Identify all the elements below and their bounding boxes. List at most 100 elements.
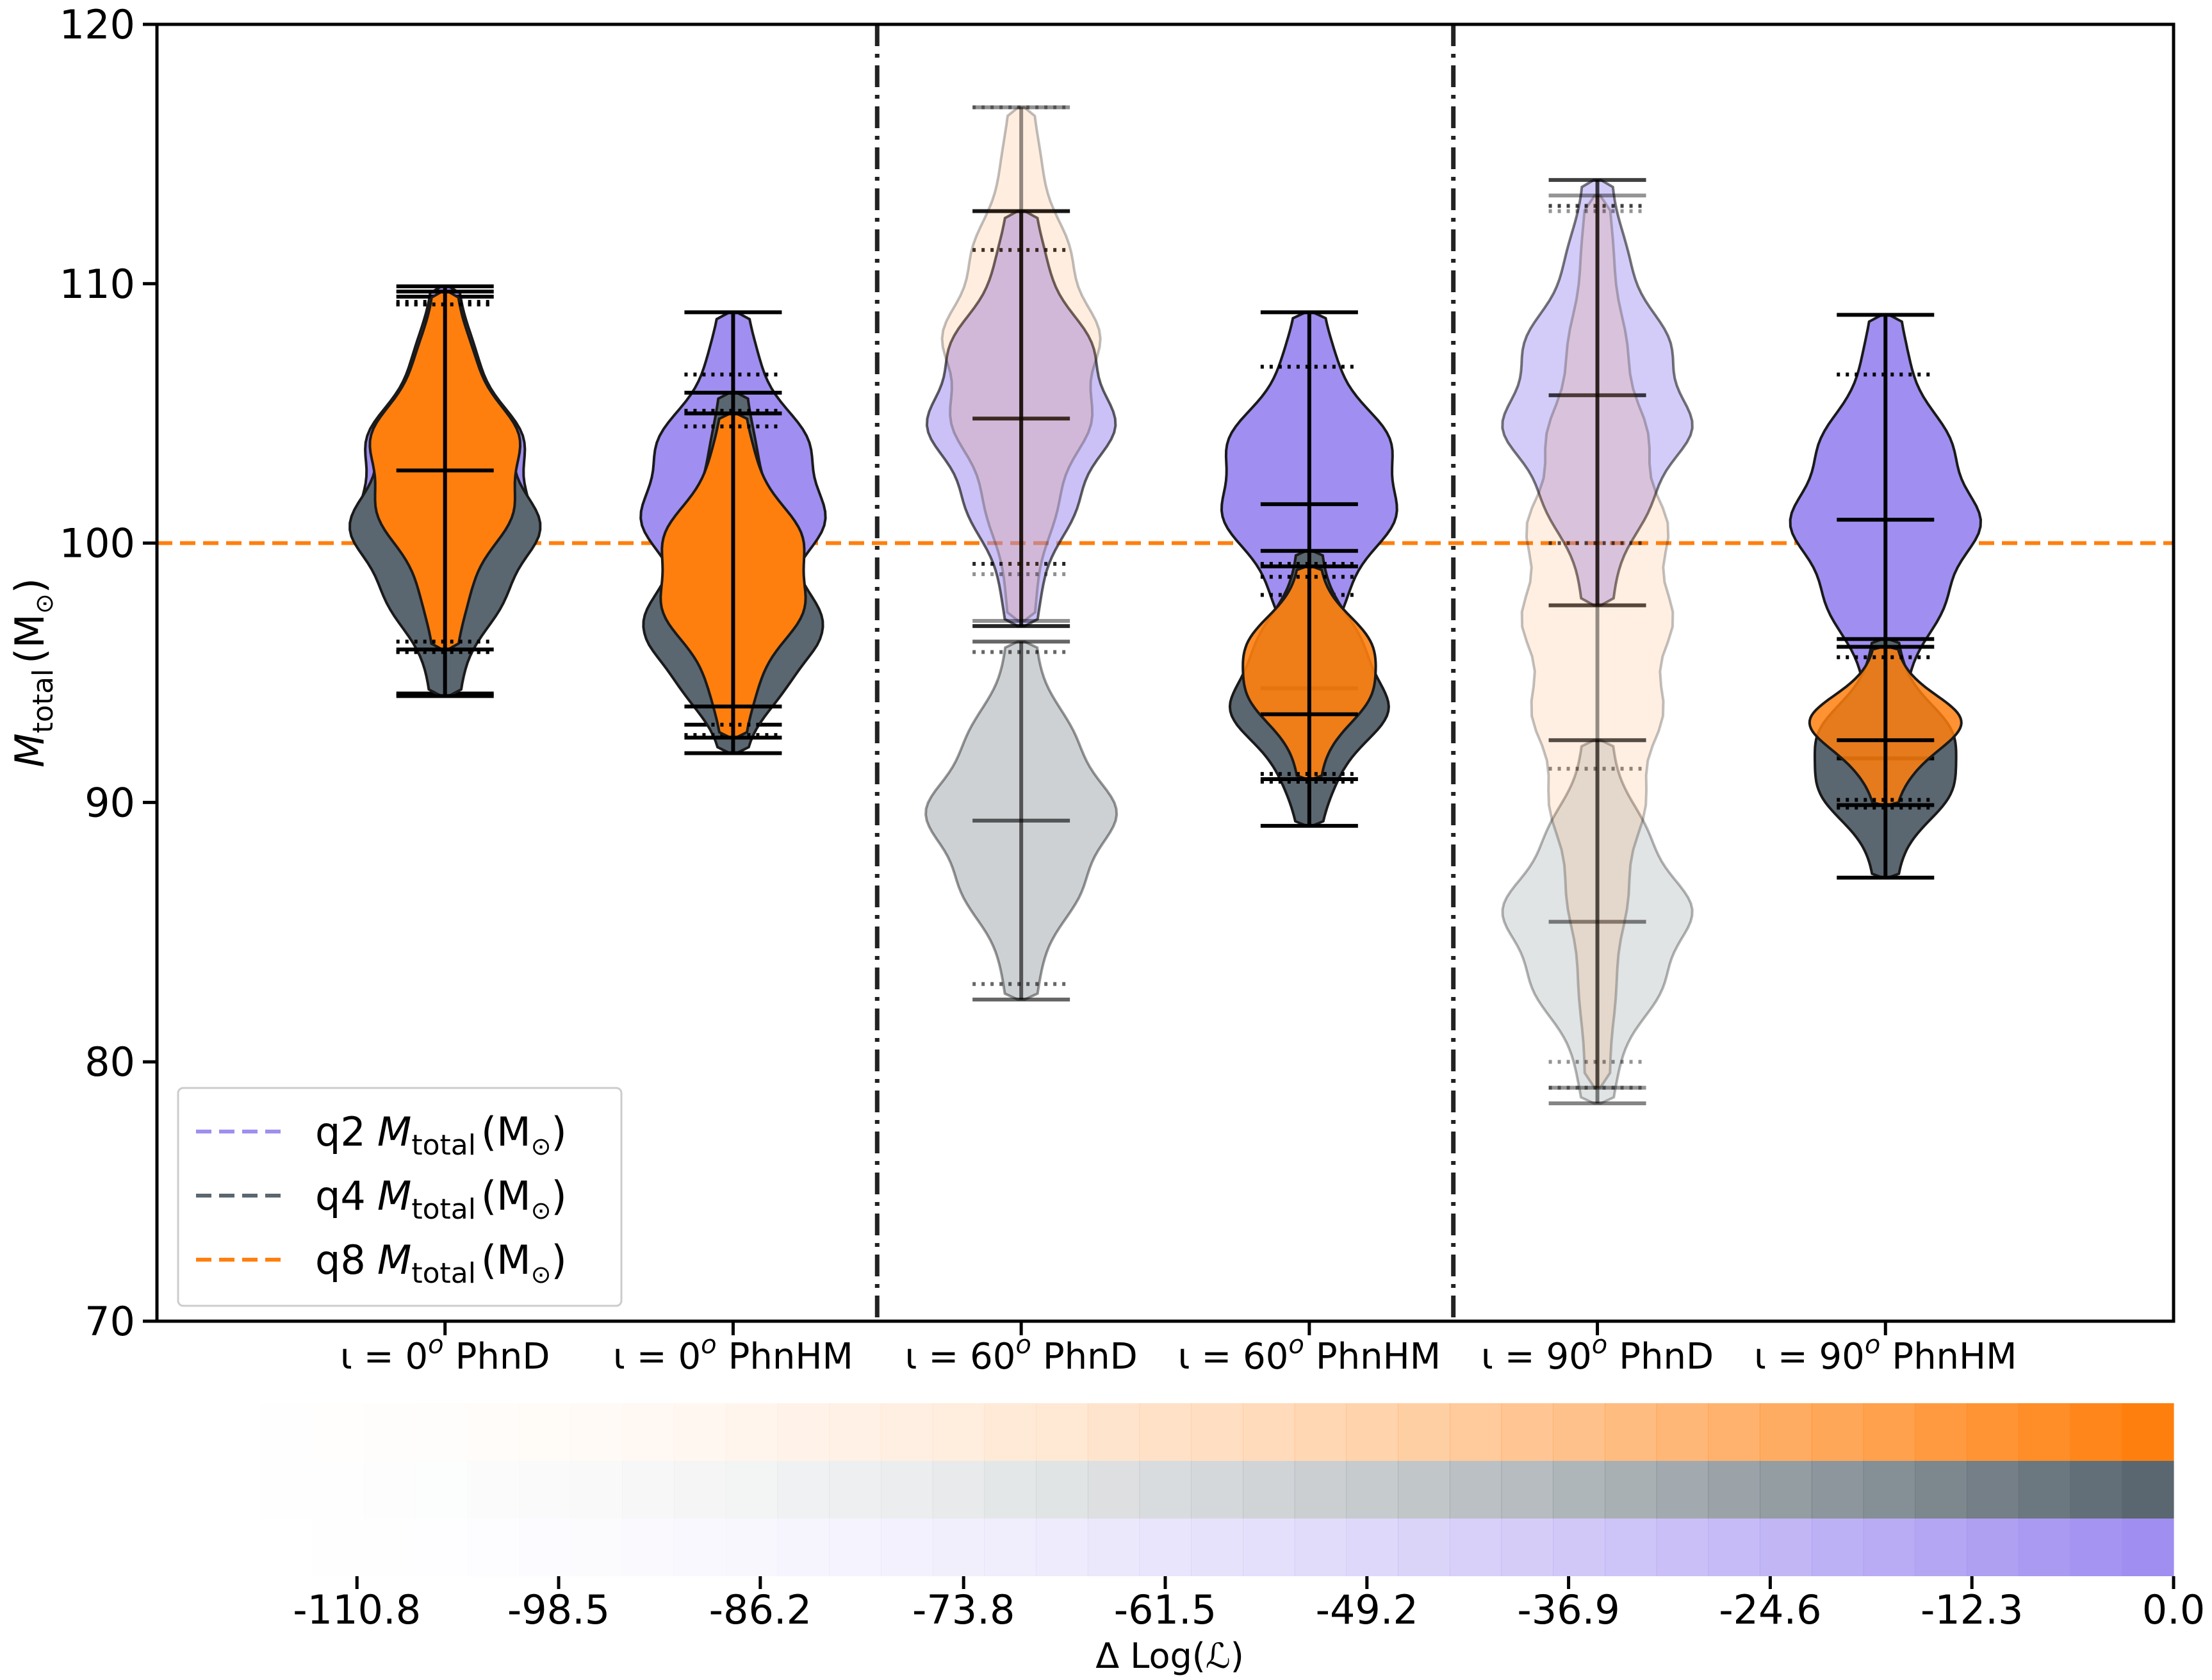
colorbar-cell-3-22	[1243, 1519, 1295, 1576]
colorbar-cell-3-34	[1863, 1519, 1916, 1576]
colorbar-cell-1-14	[829, 1403, 881, 1461]
colorbar-cell-3-31	[1708, 1519, 1760, 1576]
colorbar-cell-1-21	[1191, 1403, 1243, 1461]
x-tick-label-6: ι = 90o PhnHM	[1754, 1330, 2017, 1378]
colorbar-cell-1-34	[1863, 1403, 1916, 1461]
colorbar-cell-2-15	[881, 1461, 933, 1519]
colorbar-cell-3-14	[829, 1519, 881, 1576]
colorbar-cell-2-33	[1811, 1461, 1864, 1519]
colorbar-cell-2-24	[1346, 1461, 1398, 1519]
colorbar-cell-2-19	[1087, 1461, 1140, 1519]
y-tick-label-80: 80	[85, 1039, 135, 1085]
colorbar-cell-3-36	[1967, 1519, 2019, 1576]
colorbar-cell-3-3	[260, 1519, 312, 1576]
colorbar-cell-1-26	[1449, 1403, 1502, 1461]
colorbar-cell-3-37	[2018, 1519, 2071, 1576]
x-axis: ι = 0o PhnD ι = 0o PhnHM ι = 60o PhnD ι = 60o P…	[340, 1321, 2017, 1378]
colorbar-cell-3-18	[1036, 1519, 1088, 1576]
colorbar-cell-2-37	[2018, 1461, 2071, 1519]
colorbar-cell-1-22	[1243, 1403, 1295, 1461]
colorbar-cell-3-38	[2070, 1519, 2122, 1576]
colorbar-cell-3-12	[725, 1519, 778, 1576]
colorbar-cell-2-11	[674, 1461, 726, 1519]
colorbar-cell-2-3	[260, 1461, 312, 1519]
colorbar-cell-2-20	[1139, 1461, 1192, 1519]
colorbar-cell-3-2	[209, 1519, 261, 1576]
colorbar-cell-1-1	[157, 1403, 209, 1461]
y-tick-label-100: 100	[60, 520, 135, 567]
x-tick-label-4: ι = 60o PhnHM	[1178, 1330, 1441, 1378]
colorbar-cell-2-23	[1294, 1461, 1347, 1519]
colorbar-cell-1-11	[674, 1403, 726, 1461]
colorbar-cell-2-30	[1656, 1461, 1709, 1519]
colorbar-cell-3-9	[570, 1519, 623, 1576]
colorbar-cell-2-2	[209, 1461, 261, 1519]
colorbar-cell-3-25	[1398, 1519, 1450, 1576]
colorbar-cell-2-34	[1863, 1461, 1916, 1519]
colorbar-cell-3-30	[1656, 1519, 1709, 1576]
colorbar-cell-3-19	[1087, 1519, 1140, 1576]
colorbar-cell-2-25	[1398, 1461, 1450, 1519]
colorbar-cell-1-19	[1087, 1403, 1140, 1461]
colorbar-cell-2-27	[1501, 1461, 1553, 1519]
colorbar-cell-2-29	[1605, 1461, 1657, 1519]
colorbar-cell-1-6	[416, 1403, 468, 1461]
colorbar-cell-3-6	[416, 1519, 468, 1576]
x-tick-label-3: ι = 60o PhnD	[905, 1330, 1138, 1378]
colorbar-tick-label-9: -12.3	[1921, 1586, 2023, 1633]
colorbar-cell-1-18	[1036, 1403, 1088, 1461]
colorbar-tick-label-1: -110.8	[293, 1586, 421, 1633]
colorbar-cell-3-15	[881, 1519, 933, 1576]
colorbar-cell-2-17	[984, 1461, 1036, 1519]
colorbar-label: Δ Log(ℒ)	[1095, 1636, 1244, 1676]
colorbar-cell-1-32	[1760, 1403, 1812, 1461]
colorbar-cell-3-35	[1915, 1519, 1967, 1576]
legend-box	[177, 1087, 623, 1307]
colorbar-cell-1-2	[209, 1403, 261, 1461]
colorbar-cell-2-16	[932, 1461, 985, 1519]
colorbar-cell-1-30	[1656, 1403, 1709, 1461]
colorbar-cell-2-4	[312, 1461, 364, 1519]
colorbar-cell-1-23	[1294, 1403, 1347, 1461]
colorbar-cell-2-6	[416, 1461, 468, 1519]
colorbar-cell-3-17	[984, 1519, 1036, 1576]
colorbar-cell-1-39	[2122, 1403, 2174, 1461]
colorbar-cell-1-37	[2018, 1403, 2071, 1461]
colorbar-cell-3-27	[1501, 1519, 1553, 1576]
colorbar-cell-3-24	[1346, 1519, 1398, 1576]
legend-label-q2: q2 Mtotal (M⊙)	[315, 1108, 567, 1162]
colorbar-cell-3-8	[519, 1519, 571, 1576]
colorbar-cell-2-7	[467, 1461, 519, 1519]
colorbar-cell-3-20	[1139, 1519, 1192, 1576]
colorbar-cell-2-10	[622, 1461, 675, 1519]
colorbar-cell-1-10	[622, 1403, 675, 1461]
colorbar-tick-label-4: -73.8	[912, 1586, 1015, 1633]
violin-q8-group-5	[1520, 194, 1675, 1089]
colorbar-cell-3-33	[1811, 1519, 1864, 1576]
colorbar-cell-3-26	[1449, 1519, 1502, 1576]
colorbar-cell-2-1	[157, 1461, 209, 1519]
colorbar-cell-2-8	[519, 1461, 571, 1519]
colorbar-cell-1-36	[1967, 1403, 2019, 1461]
y-tick-label-110: 110	[60, 261, 135, 308]
colorbar-cell-1-31	[1708, 1403, 1760, 1461]
colorbar-cell-1-24	[1346, 1403, 1398, 1461]
colorbar-cell-2-39	[2122, 1461, 2174, 1519]
colorbar-cell-3-23	[1294, 1519, 1347, 1576]
colorbar-cell-3-11	[674, 1519, 726, 1576]
violin-q4-group-5	[1501, 739, 1694, 1105]
colorbar-cell-1-8	[519, 1403, 571, 1461]
colorbar-cell-1-38	[2070, 1403, 2122, 1461]
colorbar	[157, 1403, 2174, 1576]
colorbar-cell-1-17	[984, 1403, 1036, 1461]
colorbar-cell-3-21	[1191, 1519, 1243, 1576]
colorbar-cell-2-18	[1036, 1461, 1088, 1519]
colorbar-cell-1-15	[881, 1403, 933, 1461]
y-axis-label: Mtotal(M⊙)	[6, 578, 60, 768]
y-tick-label-120: 120	[60, 1, 135, 48]
colorbar-tick-label-2: -98.5	[507, 1586, 610, 1633]
colorbar-cell-1-25	[1398, 1403, 1450, 1461]
colorbar-cell-1-12	[725, 1403, 778, 1461]
legend: q2 Mtotal (M⊙) q4 Mtotal (M⊙) q8 Mtotal (M⊙)	[177, 1087, 623, 1307]
